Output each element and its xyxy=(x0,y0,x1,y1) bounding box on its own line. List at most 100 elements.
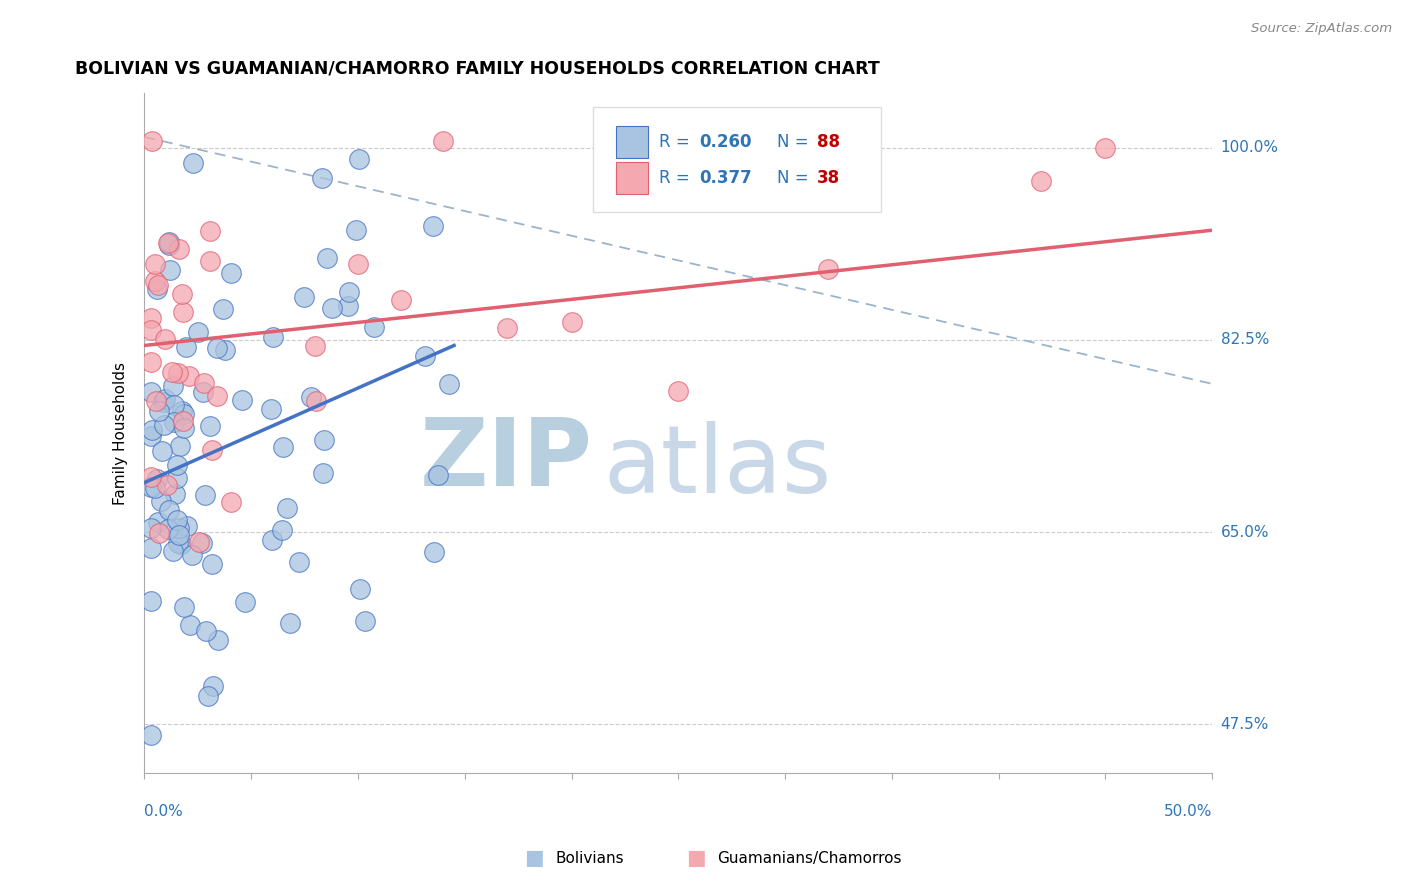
Point xyxy=(207,632,229,647)
Point xyxy=(167,535,190,549)
Point xyxy=(193,376,215,390)
Point xyxy=(162,544,184,558)
Point xyxy=(146,278,169,293)
Point xyxy=(316,251,339,265)
Point xyxy=(354,614,377,628)
Point xyxy=(214,343,236,357)
Point xyxy=(496,321,519,335)
Point xyxy=(157,235,180,250)
Point xyxy=(349,152,371,166)
Point xyxy=(139,384,162,399)
Text: Guamanians/Chamorros: Guamanians/Chamorros xyxy=(717,851,901,865)
Point xyxy=(170,537,193,551)
Point xyxy=(666,384,689,398)
Text: N =: N = xyxy=(776,169,814,187)
Point xyxy=(211,301,233,316)
Point xyxy=(1031,174,1053,188)
Point xyxy=(437,376,460,391)
Point xyxy=(202,679,225,693)
Point xyxy=(172,414,194,428)
Text: atlas: atlas xyxy=(603,421,832,513)
Point xyxy=(200,418,222,433)
Point xyxy=(141,423,163,437)
Text: 38: 38 xyxy=(817,169,841,187)
Point xyxy=(148,515,170,529)
Point xyxy=(427,467,450,482)
Point xyxy=(198,253,221,268)
Text: 0.377: 0.377 xyxy=(700,169,752,187)
Text: BOLIVIAN VS GUAMANIAN/CHAMORRO FAMILY HOUSEHOLDS CORRELATION CHART: BOLIVIAN VS GUAMANIAN/CHAMORRO FAMILY HO… xyxy=(75,60,880,78)
Text: 0.260: 0.260 xyxy=(700,133,752,151)
Text: Bolivians: Bolivians xyxy=(555,851,624,865)
Point xyxy=(201,443,224,458)
Point xyxy=(363,319,385,334)
Point xyxy=(321,301,343,315)
Point xyxy=(311,171,333,186)
Point xyxy=(169,439,191,453)
Point xyxy=(166,471,188,485)
Point xyxy=(194,488,217,502)
Text: ■: ■ xyxy=(686,848,706,868)
Text: ■: ■ xyxy=(524,848,544,868)
Point xyxy=(166,512,188,526)
Point xyxy=(233,595,256,609)
FancyBboxPatch shape xyxy=(616,126,648,159)
Text: ZIP: ZIP xyxy=(420,415,593,507)
FancyBboxPatch shape xyxy=(616,161,648,194)
Point xyxy=(139,355,162,369)
Point xyxy=(312,434,335,448)
Point xyxy=(146,472,169,486)
Point xyxy=(305,393,328,408)
Point xyxy=(163,398,186,412)
Text: R =: R = xyxy=(659,133,695,151)
Point xyxy=(389,293,412,308)
Point xyxy=(273,440,295,454)
Point xyxy=(139,594,162,608)
Point xyxy=(231,393,253,408)
Text: 0.0%: 0.0% xyxy=(145,804,183,819)
Point xyxy=(262,533,284,547)
Point xyxy=(299,391,322,405)
Point xyxy=(337,285,360,300)
Point xyxy=(271,523,294,537)
Point xyxy=(1094,141,1116,155)
Point xyxy=(176,519,198,533)
Point xyxy=(219,495,242,509)
Text: 47.5%: 47.5% xyxy=(1220,716,1268,731)
Point xyxy=(173,407,195,421)
Point xyxy=(205,341,228,355)
Point xyxy=(153,417,176,432)
Point xyxy=(346,223,368,237)
Point xyxy=(143,257,166,271)
Point xyxy=(173,421,195,435)
Point xyxy=(150,494,173,508)
Point xyxy=(148,404,170,418)
Point xyxy=(294,290,316,304)
Point xyxy=(173,600,195,615)
Point xyxy=(160,365,183,379)
Point xyxy=(183,156,205,170)
Point xyxy=(177,369,200,384)
FancyBboxPatch shape xyxy=(593,107,882,212)
Point xyxy=(194,624,217,639)
Point xyxy=(155,332,177,346)
Point xyxy=(172,304,194,318)
Point xyxy=(166,366,188,380)
Text: Source: ZipAtlas.com: Source: ZipAtlas.com xyxy=(1251,22,1392,36)
Point xyxy=(163,415,186,429)
Text: 50.0%: 50.0% xyxy=(1164,804,1212,819)
Point xyxy=(181,548,204,562)
Point xyxy=(193,385,215,400)
Point xyxy=(162,379,184,393)
Point xyxy=(139,470,162,484)
Point xyxy=(139,728,162,742)
Point xyxy=(139,480,162,494)
Point xyxy=(157,235,180,249)
Point xyxy=(139,429,162,443)
Point xyxy=(337,299,360,313)
Point xyxy=(188,535,211,549)
Point xyxy=(560,315,582,329)
Text: N =: N = xyxy=(776,133,814,151)
Y-axis label: Family Households: Family Households xyxy=(114,362,128,505)
Point xyxy=(139,323,162,337)
